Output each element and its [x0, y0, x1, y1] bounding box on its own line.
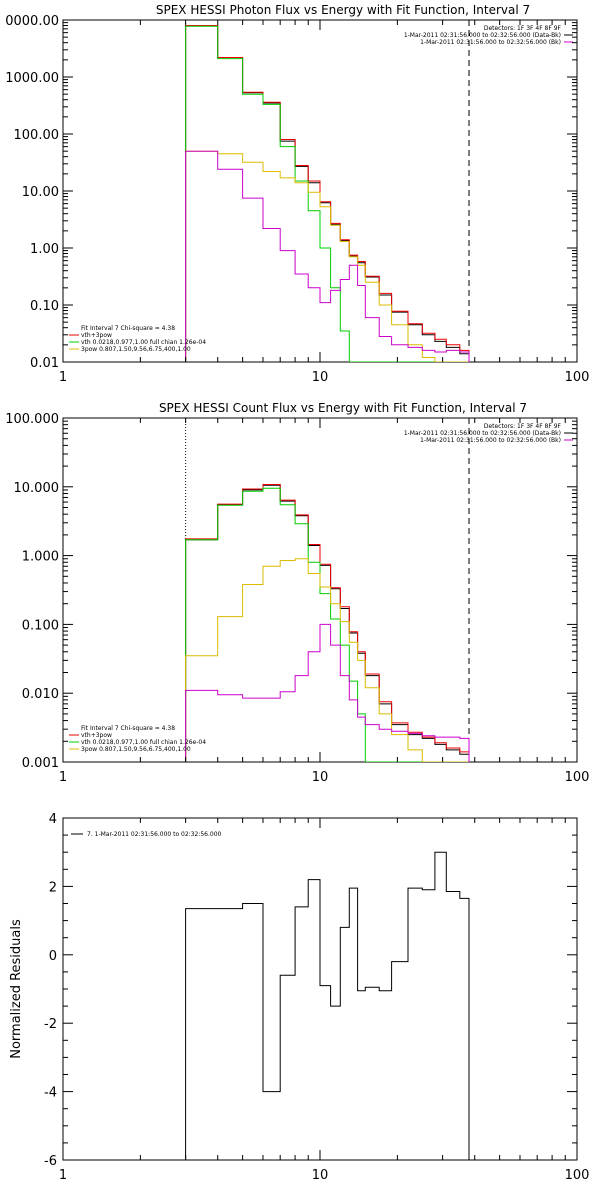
series-bk-line [185, 623, 470, 762]
series-vth-3pow-line [185, 25, 470, 362]
legend-bottom-entry: vth+3pow [81, 332, 112, 339]
x-tick-label: 1 [59, 1168, 67, 1183]
legend-bottom-entry: Fit Interval 7 Chi-square = 4.38 [81, 725, 175, 732]
legend-bottom-entry: vth 0.0218,0.977,1.00 full chian 1.26e-0… [81, 739, 206, 746]
y-tick-label: 4 [49, 812, 57, 827]
count-flux-title: SPEX HESSI Count Flux vs Energy with Fit… [159, 401, 527, 415]
y-tick-label: 1.00 [30, 242, 59, 257]
y-tick-label: -4 [44, 1086, 57, 1101]
y-tick-label: 0.10 [30, 299, 59, 314]
residuals-ylabel: Normalized Residuals [9, 919, 24, 1059]
y-tick-label: -2 [44, 1017, 57, 1032]
y-tick-label: 0.100 [22, 618, 59, 633]
series-vth-line [185, 25, 469, 362]
photon-flux-axes: 1 10 100 0.01 0.10 1.00 10.00 100.00 1000.00 0000… [5, 14, 589, 385]
x-tick-label: 1 [59, 770, 67, 785]
legend-top-entry: 1-Mar-2011 02:31:56.000 to 02:32:56.000 … [404, 32, 561, 39]
series-data-bk-line [185, 25, 470, 362]
series-7-1-mar-2011-02-31-56-000-to-02-32-56-000-line [185, 851, 470, 1160]
y-tick-label: 0.01 [30, 356, 59, 371]
y-tick-label: 100.000 [5, 412, 59, 427]
x-tick-label: 10 [312, 370, 329, 385]
y-tick-label: 100.00 [14, 128, 60, 143]
count-flux-marks [185, 418, 470, 762]
x-tick-label: 10 [312, 770, 329, 785]
y-tick-label: 0000.00 [5, 14, 59, 29]
y-tick-label: 1.000 [22, 550, 59, 565]
series-bk-line [185, 150, 470, 362]
y-tick-label: 1000.00 [5, 71, 59, 86]
legend-bottom-entry: 3pow 0.807,1.50,9.56,6.75,400,1.00 [81, 746, 191, 753]
x-tick-label: 100 [565, 1168, 590, 1183]
legend-top-entry: 1-Mar-2011 02:31:56.000 to 02:32:56.000 … [420, 437, 561, 444]
series-3pow-line [185, 150, 469, 362]
legend-top-entry: 1-Mar-2011 02:31:56.000 to 02:32:56.000 … [420, 39, 561, 46]
series-data-bk-line [185, 484, 470, 762]
x-tick-label: 100 [565, 370, 590, 385]
photon-flux-marks [185, 20, 470, 362]
x-tick-label: 1 [59, 370, 67, 385]
residuals-panel: Normalized Residuals 7. 1-Mar-2011 02:31… [9, 812, 589, 1183]
photon-flux-legend-bottom: Fit Interval 7 Chi-square = 4.38vth+3pow… [69, 325, 206, 353]
count-flux-axes: 1 10 100 0.001 0.010 0.100 1.000 10.000 100.000 [5, 412, 589, 785]
legend-entry: 7. 1-Mar-2011 02:31:56.000 to 02:32:56.0… [87, 831, 222, 838]
series-vth-line [185, 487, 469, 762]
x-tick-label: 100 [565, 770, 590, 785]
legend-top-entry: Detectors: 1F 3F 4F 8F 9F [484, 25, 562, 32]
legend-bottom-entry: Fit Interval 7 Chi-square = 4.38 [81, 325, 175, 332]
residuals-marks [185, 851, 470, 1160]
series-3pow-line [185, 558, 469, 762]
legend-bottom-entry: vth+3pow [81, 732, 112, 739]
residuals-plot-frame [62, 817, 578, 1161]
series-vth-3pow-line [185, 484, 470, 762]
count-flux-legend-bottom: Fit Interval 7 Chi-square = 4.38vth+3pow… [69, 725, 206, 753]
y-tick-label: 2 [49, 880, 57, 895]
legend-top-entry: 1-Mar-2011 02:31:56.000 to 02:32:56.000 … [404, 430, 561, 437]
y-tick-label: 0.001 [22, 756, 59, 771]
count-flux-legend-top: Detectors: 1F 3F 4F 8F 9F1-Mar-2011 02:3… [404, 423, 573, 444]
legend-top-entry: Detectors: 1F 3F 4F 8F 9F [484, 423, 562, 430]
y-tick-label: 0 [49, 949, 57, 964]
photon-flux-legend-top: Detectors: 1F 3F 4F 8F 9F1-Mar-2011 02:3… [404, 25, 573, 46]
residuals-legend: 7. 1-Mar-2011 02:31:56.000 to 02:32:56.0… [71, 831, 222, 838]
residuals-axes: 1 10 100 -6 -4 -2 0 2 4 [44, 812, 589, 1183]
x-tick-label: 10 [312, 1168, 329, 1183]
photon-flux-title: SPEX HESSI Photon Flux vs Energy with Fi… [156, 3, 530, 17]
legend-bottom-entry: vth 0.0218,0.977,1.00 full chian 1.26e-0… [81, 339, 206, 346]
legend-bottom-entry: 3pow 0.807,1.50,9.56,6.75,400,1.00 [81, 346, 191, 353]
y-tick-label: -6 [44, 1154, 57, 1169]
photon-flux-panel: SPEX HESSI Photon Flux vs Energy with Fi… [5, 3, 589, 385]
y-tick-label: 10.000 [14, 481, 60, 496]
y-tick-label: 10.00 [22, 185, 59, 200]
y-tick-label: 0.010 [22, 687, 59, 702]
count-flux-panel: SPEX HESSI Count Flux vs Energy with Fit… [5, 401, 589, 785]
